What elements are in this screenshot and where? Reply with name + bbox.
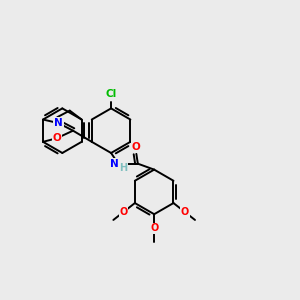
- Text: O: O: [132, 142, 141, 152]
- Text: O: O: [150, 224, 158, 233]
- Text: O: O: [52, 133, 61, 143]
- Text: O: O: [181, 207, 189, 217]
- Text: O: O: [119, 207, 128, 217]
- Text: N: N: [54, 118, 63, 128]
- Text: Cl: Cl: [106, 89, 117, 99]
- Text: N: N: [110, 159, 119, 169]
- Text: H: H: [119, 163, 127, 173]
